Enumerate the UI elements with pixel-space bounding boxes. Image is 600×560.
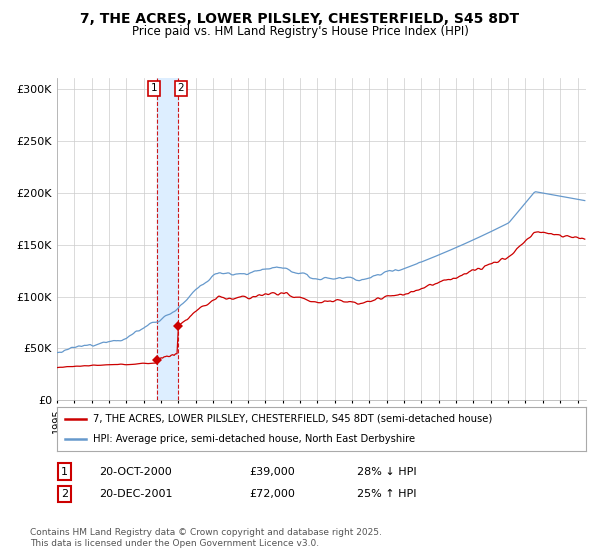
Text: 2: 2	[61, 489, 68, 499]
Text: 20-OCT-2000: 20-OCT-2000	[99, 466, 172, 477]
Text: HPI: Average price, semi-detached house, North East Derbyshire: HPI: Average price, semi-detached house,…	[93, 434, 415, 444]
Bar	[157, 78, 178, 400]
Text: Contains HM Land Registry data © Crown copyright and database right 2025.
This d: Contains HM Land Registry data © Crown c…	[30, 528, 382, 548]
Text: 7, THE ACRES, LOWER PILSLEY, CHESTERFIELD, S45 8DT: 7, THE ACRES, LOWER PILSLEY, CHESTERFIEL…	[80, 12, 520, 26]
Text: 1: 1	[151, 83, 158, 93]
Text: 7, THE ACRES, LOWER PILSLEY, CHESTERFIELD, S45 8DT (semi-detached house): 7, THE ACRES, LOWER PILSLEY, CHESTERFIEL…	[93, 414, 492, 424]
Text: Price paid vs. HM Land Registry's House Price Index (HPI): Price paid vs. HM Land Registry's House …	[131, 25, 469, 38]
Text: £39,000: £39,000	[249, 466, 295, 477]
Text: 1: 1	[61, 466, 68, 477]
Text: 25% ↑ HPI: 25% ↑ HPI	[357, 489, 416, 499]
Text: 20-DEC-2001: 20-DEC-2001	[99, 489, 173, 499]
Text: 2: 2	[178, 83, 184, 93]
Text: £72,000: £72,000	[249, 489, 295, 499]
Text: 28% ↓ HPI: 28% ↓ HPI	[357, 466, 416, 477]
